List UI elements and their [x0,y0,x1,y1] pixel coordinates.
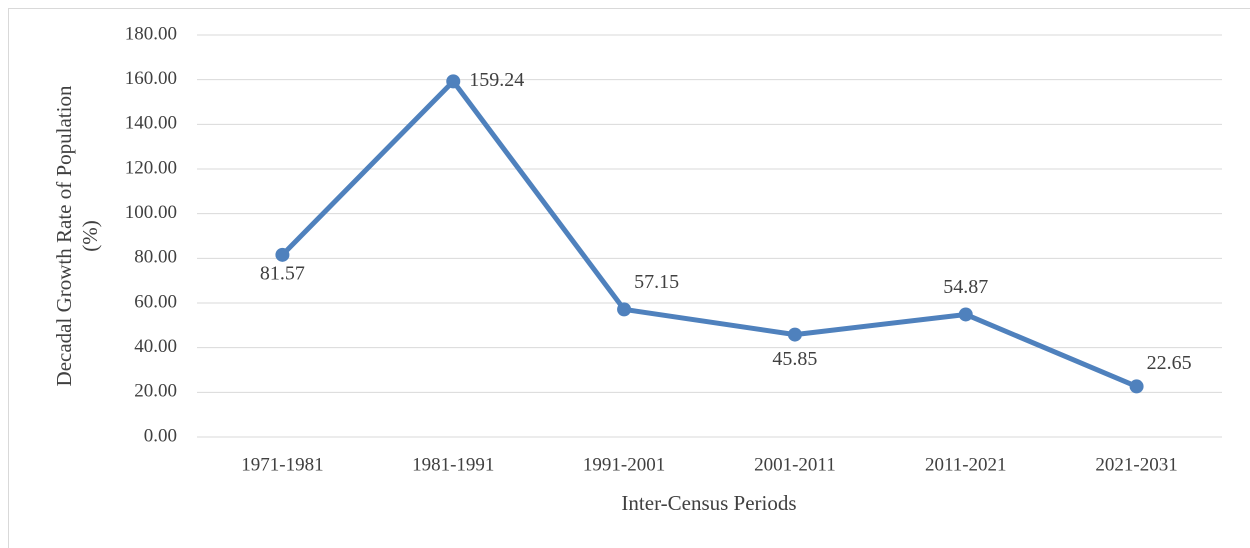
y-axis-title: (%) [78,220,102,251]
x-tick-label: 2001-2011 [754,454,836,475]
y-tick-label: 80.00 [134,247,177,268]
data-label: 45.85 [772,348,817,370]
y-tick-label: 100.00 [125,202,177,223]
marker [617,302,632,317]
marker [787,327,802,342]
data-label: 22.65 [1147,352,1192,374]
x-tick-label: 1981-1991 [412,454,494,475]
x-tick-label: 2011-2021 [925,454,1007,475]
line [280,78,1138,389]
y-tick-label: 60.00 [134,291,177,312]
y-tick-label: 20.00 [134,381,177,402]
y-tick-label: 140.00 [125,113,177,134]
marker [1129,379,1144,394]
marker [275,247,290,262]
data-label: 54.87 [943,276,988,298]
x-tick-label: 1971-1981 [241,454,323,475]
y-tick-label: 160.00 [125,68,177,89]
x-tick-label: 1991-2001 [583,454,665,475]
y-tick-label: 40.00 [134,336,177,357]
chart-frame [8,8,1250,548]
marker [446,74,461,89]
x-axis-title: Inter-Census Periods [621,491,796,515]
x-tick-label: 2021-2031 [1095,454,1177,475]
data-label: 81.57 [260,262,305,284]
y-axis-title: Decadal Growth Rate of Population [52,85,76,386]
data-label: 159.24 [469,69,524,91]
data-label: 57.15 [634,271,679,293]
y-tick-label: 180.00 [125,23,177,44]
marker [958,307,973,322]
y-tick-label: 0.00 [144,425,177,446]
y-tick-label: 120.00 [125,157,177,178]
